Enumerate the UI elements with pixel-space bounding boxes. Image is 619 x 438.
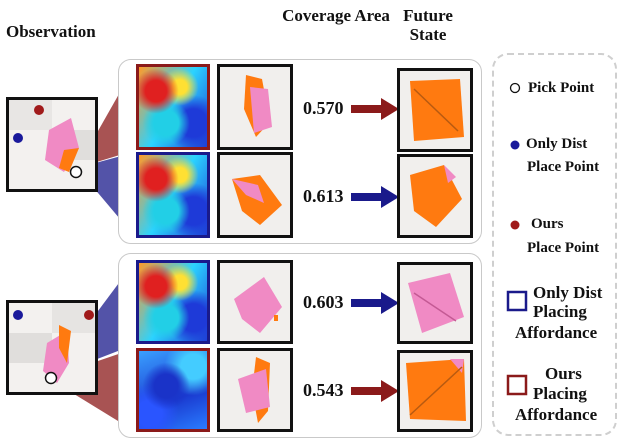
only-dist-place-point-icon xyxy=(510,140,520,150)
future-cloth-2 xyxy=(410,165,462,227)
heatmap-top-only-dist xyxy=(136,152,210,238)
coverage-score-2: 0.613 xyxy=(303,186,344,206)
future-cloth-4 xyxy=(406,359,466,421)
arrow-1 xyxy=(351,98,399,120)
legend-ours-aff-line3: Affordance xyxy=(515,405,598,424)
arrow-4 xyxy=(351,380,399,402)
legend-ours-aff-line2: Placing xyxy=(533,384,587,403)
coverage-area-header: Coverage Area xyxy=(282,6,390,25)
legend-ours-place-line2: Place Point xyxy=(527,240,600,256)
future-state-3 xyxy=(397,262,473,344)
arrow-3 xyxy=(351,292,399,314)
future-cloth-3 xyxy=(408,273,464,333)
cloth-shape-1 xyxy=(244,75,272,137)
legend-only-dist-aff-line2: Placing xyxy=(533,302,587,321)
placed-state-3 xyxy=(217,260,293,344)
legend-only-dist-aff-line3: Affordance xyxy=(515,323,598,342)
pick-point-icon xyxy=(509,82,521,94)
observation-header: Observation xyxy=(6,22,96,41)
heatmap-bottom-only-dist xyxy=(136,260,210,344)
future-cloth-1 xyxy=(410,79,464,141)
ours-place-point-icon xyxy=(510,220,520,230)
observation-image-top xyxy=(6,97,98,192)
legend-ours-place-line1: Ours xyxy=(531,216,564,232)
legend-only-dist-aff-line1: Only Dist xyxy=(533,283,603,302)
legend-only-dist-place-line1: Only Dist xyxy=(526,136,588,152)
observation-scene-top xyxy=(9,100,95,179)
cloth-shape-4 xyxy=(238,357,270,423)
heatmap-top-ours xyxy=(136,64,210,150)
coverage-score-3: 0.603 xyxy=(303,292,344,312)
coverage-score-1: 0.570 xyxy=(303,98,344,118)
legend-box xyxy=(492,53,617,436)
ours-affordance-icon xyxy=(506,374,528,396)
cloth-shape-3 xyxy=(234,277,282,333)
observation-scene-bottom xyxy=(9,303,95,385)
legend-only-dist-place-line2: Place Point xyxy=(527,159,600,175)
legend-ours-aff-line1: Ours xyxy=(545,364,582,383)
future-state-4 xyxy=(397,350,473,432)
placed-state-2 xyxy=(217,152,293,238)
future-state-1 xyxy=(397,68,473,152)
placed-state-4 xyxy=(217,348,293,432)
cloth-shape-2 xyxy=(232,175,282,225)
placed-state-1 xyxy=(217,64,293,150)
coverage-score-4: 0.543 xyxy=(303,380,344,400)
legend-pick-point: Pick Point xyxy=(528,80,595,96)
future-state-2 xyxy=(397,154,473,238)
future-state-header: Future State xyxy=(403,6,453,44)
only-dist-affordance-icon xyxy=(506,290,528,312)
heatmap-bottom-ours xyxy=(136,348,210,432)
observation-image-bottom xyxy=(6,300,98,395)
arrow-2 xyxy=(351,186,399,208)
